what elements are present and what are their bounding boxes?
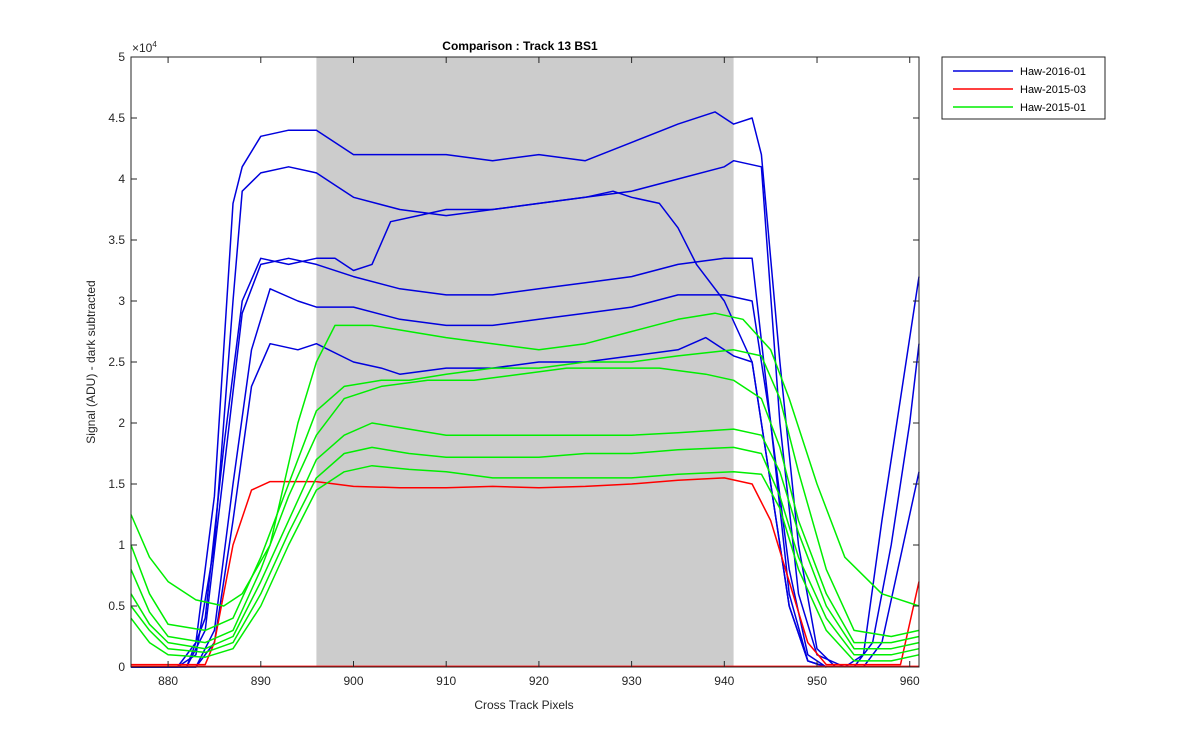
x-axis-label: Cross Track Pixels [474,698,573,712]
y-tick-label: 3.5 [108,233,125,247]
y-tick-label: 3 [118,294,125,308]
x-tick-label: 890 [251,674,271,688]
x-tick-label: 940 [714,674,734,688]
y-tick-label: 2 [118,416,125,430]
plot-area: 880 890 900 910 920 930 940 950 960 0 0.5 1 1.5 2 2.5… [108,50,920,688]
y-axis-ticks: 0 0.5 1 1.5 2 2.5 3 3.5 4 4.5 5 [108,50,919,674]
x-tick-label: 880 [158,674,178,688]
legend-label: Haw-2016-01 [1020,66,1086,78]
legend-box [941,56,1106,120]
legend-label: Haw-2015-01 [1020,102,1086,114]
x-tick-label: 900 [343,674,363,688]
y-tick-label: 0.5 [108,599,125,613]
series-line-haw-2015-01-17 [130,464,920,662]
series-layer [130,111,920,668]
x-tick-label: 910 [436,674,456,688]
y-axis-multiplier-base: ×10 [132,41,153,55]
series-line-haw-2015-01-16 [130,446,920,656]
x-axis-ticks: 880 890 900 910 920 930 940 950 960 [158,57,920,688]
x-tick-label: 920 [529,674,549,688]
x-tick-label: 930 [622,674,642,688]
y-axis-multiplier: ×104 [132,40,157,55]
x-tick-label: 960 [900,674,920,688]
shaded-region [316,57,734,667]
series-line-haw-2016-01-8 [853,343,920,668]
y-tick-label: 4 [118,172,125,186]
y-tick-label: 1 [118,538,125,552]
y-tick-label: 2.5 [108,355,125,369]
series-line-haw-2016-01-5 [131,288,827,668]
chart-title: Comparison : Track 13 BS1 [442,39,598,53]
series-line-haw-2016-01-7 [844,276,920,668]
series-line-haw-2016-01-3 [131,190,827,668]
legend: Haw-2016-01 Haw-2015-03 Haw-2015-01 [941,56,1106,120]
series-line-haw-2015-01-14 [130,367,920,644]
series-line-haw-2015-01-13 [130,349,920,638]
y-tick-label: 1.5 [108,477,125,491]
series-line-haw-2015-01-12 [130,312,920,607]
x-tick-label: 950 [807,674,827,688]
series-line-haw-2016-01-6 [131,336,827,668]
y-tick-label: 4.5 [108,111,125,125]
y-tick-label: 0 [118,660,125,674]
legend-label: Haw-2015-03 [1020,84,1086,96]
series-line-haw-2015-03-10 [131,477,920,666]
y-axis-label: Signal (ADU) - dark subtracted [84,280,98,443]
y-axis-multiplier-exponent: 4 [152,40,157,49]
series-line-haw-2016-01-1 [131,111,837,668]
series-line-haw-2016-01-2 [131,159,846,668]
y-tick-label: 5 [118,50,125,64]
series-line-haw-2015-01-15 [130,422,920,650]
